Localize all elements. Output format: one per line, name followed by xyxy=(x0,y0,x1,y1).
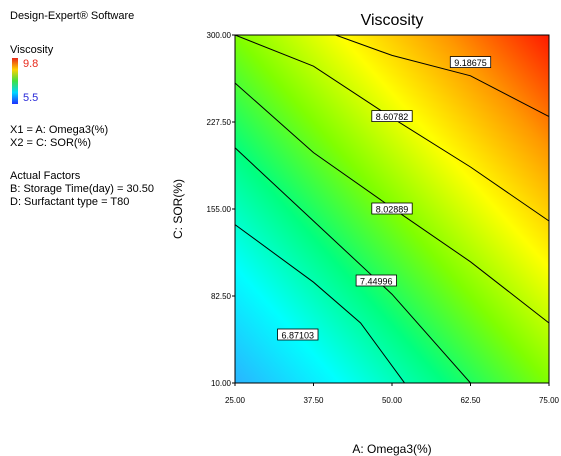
actual-factor-d: D: Surfactant type = T80 xyxy=(10,196,130,208)
contour-label-2: 7.44996 xyxy=(360,277,393,287)
factor-x2: X2 = C: SOR(%) xyxy=(10,137,91,149)
y-axis-label: C: SOR(%) xyxy=(171,179,185,239)
contour-label-4: 8.60782 xyxy=(376,112,409,122)
x-tick-label-3: 62.50 xyxy=(460,396,481,405)
legend-response-name: Viscosity xyxy=(10,44,54,56)
y-tick-label-3: 227.50 xyxy=(207,118,232,127)
software-name: Design-Expert® Software xyxy=(10,10,135,22)
y-tick-label-1: 82.50 xyxy=(211,292,232,301)
x-tick-label-0: 25.00 xyxy=(225,396,246,405)
actual-factor-b: B: Storage Time(day) = 30.50 xyxy=(10,183,154,195)
y-tick-label-4: 300.00 xyxy=(207,31,232,40)
contour-label-box-4 xyxy=(371,110,413,122)
x-tick-label-2: 50.00 xyxy=(382,396,403,405)
contour-label-box-1 xyxy=(277,328,319,341)
contour-line-2 xyxy=(234,147,471,384)
y-tick-label-0: 10.00 xyxy=(211,379,232,388)
y-tick-label-2: 155.00 xyxy=(207,205,232,214)
legend-low-value: 5.5 xyxy=(23,92,39,104)
x-tick-label-4: 75.00 xyxy=(539,396,560,405)
contour-label-box-3 xyxy=(371,202,413,215)
legend-high-value: 9.8 xyxy=(23,58,39,70)
factor-x1: X1 = A: Omega3(%) xyxy=(10,124,109,136)
contour-label-box-2 xyxy=(355,274,397,287)
contour-line-5 xyxy=(335,34,550,118)
legend-color-bar xyxy=(12,58,18,104)
actual-factors-heading: Actual Factors xyxy=(10,170,81,182)
contour-label-3: 8.02889 xyxy=(376,205,409,215)
chart-title: Viscosity xyxy=(361,12,424,29)
x-axis-label: A: Omega3(%) xyxy=(352,442,431,456)
contour-label-5: 9.18675 xyxy=(454,58,487,68)
x-tick-label-1: 37.50 xyxy=(303,396,324,405)
contour-label-1: 6.87103 xyxy=(282,331,315,341)
contour-line-1 xyxy=(234,224,406,384)
contour-label-box-5 xyxy=(449,56,492,68)
